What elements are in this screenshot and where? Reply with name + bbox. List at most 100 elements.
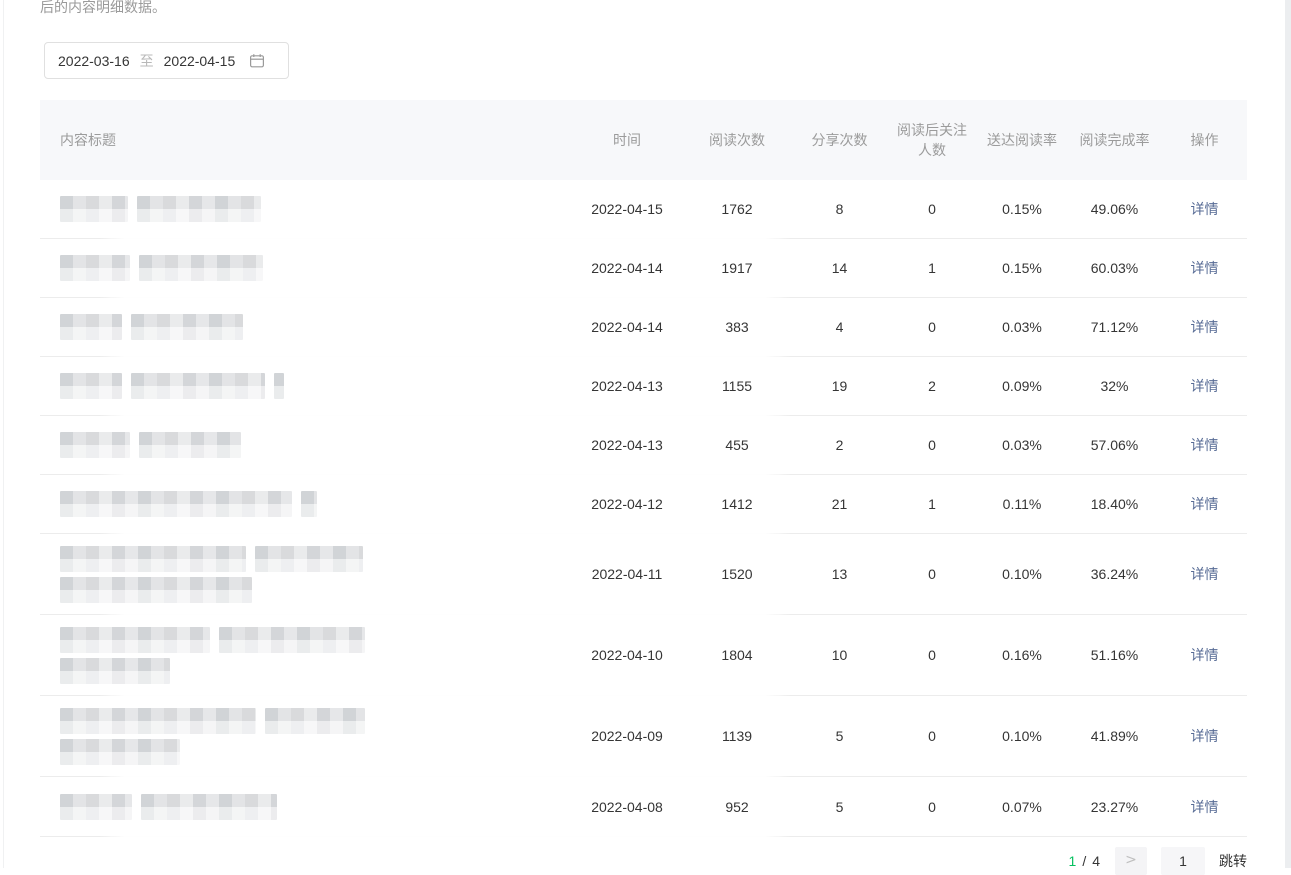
redacted-title-block: [139, 255, 263, 281]
current-page: 1: [1068, 853, 1078, 869]
detail-link[interactable]: 详情: [1190, 496, 1219, 512]
scrollbar[interactable]: [1285, 0, 1291, 868]
cell-date: 2022-04-14: [591, 319, 663, 335]
cell-delivery-rate: 0.03%: [1002, 437, 1042, 453]
detail-link[interactable]: 详情: [1190, 319, 1219, 335]
header-cell-read-completion-rate: 阅读完成率: [1079, 132, 1150, 148]
detail-link[interactable]: 详情: [1190, 798, 1219, 815]
header-cell-reads: 阅读次数: [709, 132, 765, 148]
cell-date: 2022-04-14: [591, 260, 663, 276]
date-range-separator: 至: [139, 52, 154, 69]
cell-shares: 19: [831, 378, 848, 394]
cell-title-redacted: [40, 196, 572, 222]
cell-follows: 0: [928, 437, 936, 453]
cell-title-redacted: [40, 255, 572, 281]
cell-reads: 1917: [721, 260, 753, 276]
cell-delivery-rate: 0.03%: [1002, 319, 1042, 335]
redacted-title-block: [131, 373, 265, 399]
pagination: 1/4 > 跳转: [1069, 847, 1247, 875]
cell-reads: 1520: [721, 566, 753, 582]
cell-reads: 1412: [721, 496, 753, 512]
intro-text: 后的内容明细数据。: [40, 0, 166, 15]
detail-link[interactable]: 详情: [1190, 728, 1219, 744]
detail-link[interactable]: 详情: [1190, 647, 1219, 663]
table-row: 2022-04-09 1139 5 0 0.10% 41.89% 详情: [40, 696, 1247, 779]
cell-completion-rate: 23.27%: [1090, 798, 1139, 815]
end-date-value: 2022-04-15: [163, 52, 236, 69]
redacted-title-block: [60, 255, 130, 281]
cell-follows: 0: [928, 647, 936, 663]
redacted-title-block: [60, 545, 246, 572]
redacted-title-block: [60, 314, 122, 340]
cell-reads: 383: [725, 319, 749, 335]
header-cell-time: 时间: [613, 132, 641, 148]
header-cell-title: 内容标题: [60, 132, 116, 148]
cell-date: 2022-04-12: [591, 496, 663, 512]
cell-follows: 0: [928, 319, 936, 335]
cell-follows: 1: [928, 260, 936, 276]
cell-delivery-rate: 0.15%: [1002, 260, 1042, 276]
redacted-title-block: [60, 793, 132, 820]
next-page-button[interactable]: >: [1115, 847, 1147, 875]
cell-completion-rate: 49.06%: [1090, 201, 1139, 217]
redacted-title-block: [141, 793, 277, 820]
redacted-title-block: [60, 373, 122, 399]
table-row: 2022-04-10 1804 10 0 0.16% 51.16% 详情: [40, 615, 1247, 698]
cell-completion-rate: 18.40%: [1090, 496, 1139, 512]
cell-follows: 2: [928, 378, 936, 394]
redacted-title-block: [265, 707, 365, 734]
header-cell-delivery-read-rate: 送达阅读率: [987, 132, 1057, 148]
detail-link[interactable]: 详情: [1190, 378, 1219, 394]
header-cell-shares: 分享次数: [811, 132, 868, 148]
cell-follows: 0: [928, 566, 936, 582]
cell-reads: 1139: [721, 728, 753, 744]
calendar-icon[interactable]: [249, 53, 265, 69]
cell-shares: 14: [831, 260, 848, 276]
date-range-picker[interactable]: 2022-03-16 至 2022-04-15: [44, 42, 289, 79]
cell-title-redacted: [40, 373, 572, 399]
table-row: 2022-04-14 1917 14 1 0.15% 60.03% 详情: [40, 239, 1247, 300]
detail-link[interactable]: 详情: [1190, 437, 1219, 453]
cell-reads: 455: [725, 437, 749, 453]
cell-date: 2022-04-13: [591, 378, 663, 394]
redacted-title-block: [60, 738, 180, 765]
chevron-right-icon: >: [1125, 852, 1137, 868]
cell-completion-rate: 60.03%: [1090, 260, 1139, 276]
redacted-title-block: [60, 657, 170, 684]
redacted-title-block: [274, 373, 284, 399]
cell-shares: 21: [831, 496, 848, 512]
cell-delivery-rate: 0.16%: [1002, 647, 1042, 663]
cell-shares: 5: [835, 798, 844, 815]
cell-follows: 0: [928, 201, 936, 217]
table-row: 2022-04-12 1412 21 1 0.11% 18.40% 详情: [40, 475, 1247, 536]
cell-date: 2022-04-08: [591, 798, 663, 815]
cell-delivery-rate: 0.11%: [1002, 496, 1042, 512]
redacted-title-block: [301, 491, 317, 517]
detail-link[interactable]: 详情: [1190, 260, 1219, 276]
total-pages: 4: [1092, 853, 1101, 869]
redacted-title-block: [60, 196, 128, 222]
page-jump-button[interactable]: 跳转: [1219, 853, 1247, 869]
cell-reads: 1762: [721, 201, 753, 217]
redacted-title-block: [60, 491, 292, 517]
redacted-title-block: [60, 432, 130, 458]
cell-reads: 952: [725, 798, 749, 815]
cell-shares: 10: [831, 647, 848, 663]
detail-link[interactable]: 详情: [1190, 566, 1219, 582]
cell-shares: 2: [835, 437, 844, 453]
table-header: 内容标题 时间 阅读次数 分享次数 阅读后关注人数 送达阅读率 阅读完成率 操作: [40, 100, 1247, 180]
cell-title-redacted: [40, 432, 572, 458]
page-indicator: 1/4: [1069, 847, 1101, 875]
table-row: 2022-04-14 383 4 0 0.03% 71.12% 详情: [40, 298, 1247, 359]
table-row: 2022-04-08 952 5 0 0.07% 23.27% 详情: [40, 777, 1247, 839]
page-jump-input[interactable]: [1161, 847, 1205, 875]
detail-link[interactable]: 详情: [1190, 201, 1219, 217]
content-table: 内容标题 时间 阅读次数 分享次数 阅读后关注人数 送达阅读率 阅读完成率 操作…: [40, 100, 1247, 839]
cell-follows: 1: [928, 496, 936, 512]
cell-date: 2022-04-10: [591, 647, 663, 663]
table-row: 2022-04-11 1520 13 0 0.10% 36.24% 详情: [40, 534, 1247, 617]
cell-shares: 5: [835, 728, 844, 744]
table-row: 2022-04-13 1155 19 2 0.09% 32% 详情: [40, 357, 1247, 418]
cell-delivery-rate: 0.07%: [1002, 798, 1042, 815]
cell-follows: 0: [928, 798, 936, 815]
